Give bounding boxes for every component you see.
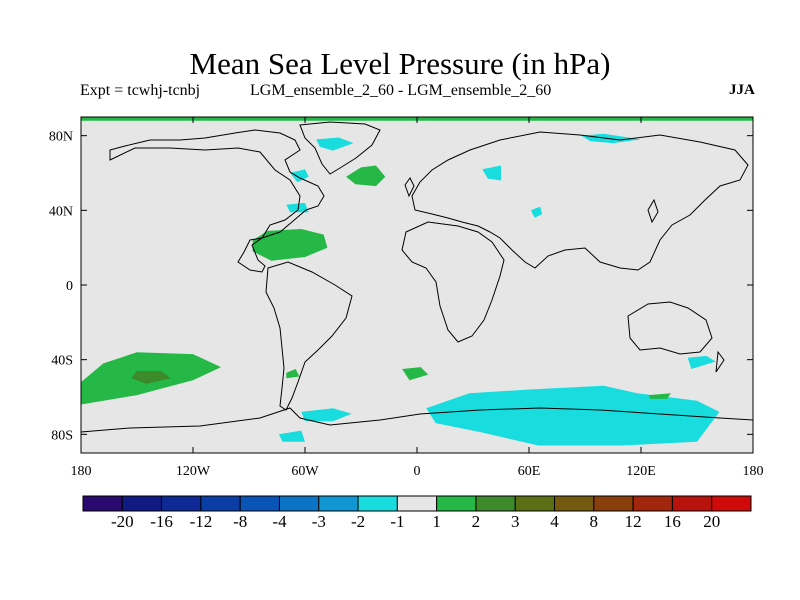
colorbar-label: 16 (664, 512, 681, 531)
anomaly-region-8 (252, 229, 328, 261)
colorbar-label: 20 (703, 512, 720, 531)
coast-australia (627, 301, 713, 355)
colorbar-label: 12 (625, 512, 642, 531)
colorbar-swatch-11 (514, 495, 556, 512)
colorbar-swatch-0 (82, 495, 123, 512)
colorbar-swatch-14 (632, 495, 673, 512)
axis-ticks: 80N 40N 0 40S 80S 180 120W 60W 0 60E 120E 180 (49, 117, 764, 479)
colorbar-label: -4 (272, 512, 287, 531)
anomaly-region-15 (278, 430, 305, 442)
lon-tick-label: 60E (518, 464, 541, 479)
anomaly-region-13 (426, 385, 720, 446)
coastlines (81, 121, 753, 433)
colorbar: -20 -16 -12 -8 -4 -3 -2 -1 1 2 3 4 8 12 16 20 (82, 495, 752, 531)
colorbar-label: -12 (190, 512, 213, 531)
anomaly-region-3 (290, 169, 309, 183)
anomaly-region-2 (346, 165, 386, 187)
lon-tick-label: 0 (414, 464, 421, 479)
anomaly-region-10 (131, 370, 171, 384)
colorbar-swatch-10 (475, 495, 516, 512)
coast-japan (647, 198, 659, 224)
colorbar-swatch-3 (200, 495, 241, 512)
colorbar-label: 3 (511, 512, 520, 531)
colorbar-swatch-1 (121, 495, 163, 512)
season-label: JJA (729, 82, 755, 98)
lon-tick-label: 180 (743, 464, 764, 479)
lat-tick-label: 80N (49, 130, 73, 145)
anomaly-region-11 (286, 369, 300, 379)
ensemble-label: LGM_ensemble_2_60 - LGM_ensemble_2_60 (250, 82, 552, 99)
colorbar-label: 4 (550, 512, 559, 531)
coast-greenland (299, 121, 381, 175)
colorbar-swatch-6 (318, 495, 359, 512)
colorbar-label: 8 (590, 512, 599, 531)
coast-africa (401, 221, 505, 343)
colorbar-label: -3 (312, 512, 326, 531)
colorbar-label: -20 (111, 512, 134, 531)
coast-antarctica (81, 407, 753, 433)
coast-uk (404, 177, 415, 198)
experiment-label: Expt = tcwhj-tcnbj (80, 82, 201, 99)
lat-tick-label: 40N (49, 204, 73, 219)
lat-tick-label: 40S (51, 354, 73, 369)
lat-tick-label: 80S (51, 428, 73, 443)
colorbar-label: 1 (432, 512, 441, 531)
colorbar-swatch-8 (396, 495, 438, 512)
lat-tick-label: 0 (66, 279, 73, 294)
anomaly-region-14 (301, 408, 352, 422)
chart-title: Mean Sea Level Pressure (in hPa) (189, 46, 611, 81)
lon-tick-label: 180 (71, 464, 92, 479)
anomaly-region-16 (687, 355, 716, 369)
colorbar-swatch-7 (357, 495, 398, 512)
anomaly-region-5 (482, 165, 501, 181)
colorbar-swatch-9 (436, 495, 477, 512)
colorbar-swatch-5 (278, 495, 320, 512)
colorbar-swatch-2 (161, 495, 202, 512)
colorbar-label: -16 (150, 512, 173, 531)
colorbar-swatch-4 (239, 495, 280, 512)
anomaly-region-6 (286, 202, 309, 213)
colorbar-swatch-12 (554, 495, 595, 512)
coast-north-america (109, 129, 325, 273)
anomaly-region-7 (530, 206, 543, 218)
colorbar-swatch-13 (593, 495, 634, 512)
colorbar-swatch-16 (711, 495, 752, 512)
lon-tick-label: 60W (291, 464, 319, 479)
coast-new-zealand (715, 350, 725, 373)
anomaly-region-1 (316, 137, 354, 151)
anomaly-region-17 (648, 393, 671, 399)
anomaly-region-12 (402, 367, 429, 381)
coast-europe-asia (411, 131, 749, 271)
colorbar-label: 2 (472, 512, 481, 531)
colorbar-swatch-15 (671, 495, 713, 512)
coast-south-america (265, 261, 353, 411)
colorbar-label: -2 (351, 512, 365, 531)
colorbar-label: -1 (390, 512, 404, 531)
colorbar-label: -8 (233, 512, 247, 531)
lon-tick-label: 120W (176, 464, 211, 479)
lon-tick-label: 120E (626, 464, 656, 479)
